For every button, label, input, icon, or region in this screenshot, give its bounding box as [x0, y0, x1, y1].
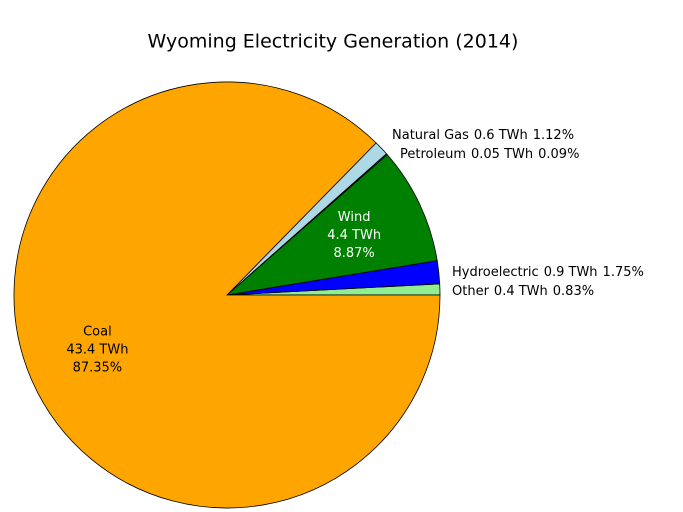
- chart-title: Wyoming Electricity Generation (2014): [148, 31, 519, 53]
- slice-label: Wind 4.4 TWh 8.87%: [327, 210, 381, 261]
- slice-generation: 0.9 TWh: [544, 265, 598, 280]
- slice-label: Other 0.4 TWh 0.83%: [452, 284, 594, 299]
- slice-name: Other: [452, 284, 490, 299]
- slice-label: Petroleum 0.05 TWh 0.09%: [400, 147, 579, 162]
- slice-generation: 0.6 TWh: [474, 128, 528, 143]
- pie-slice: [225, 154, 438, 296]
- slice-name: Petroleum: [400, 147, 466, 162]
- slice-percent: 1.75%: [603, 265, 644, 280]
- slice-generation: 0.05 TWh: [471, 147, 533, 162]
- slice-generation: 4.4 TWh: [327, 228, 381, 243]
- slice-name: Natural Gas: [392, 128, 469, 143]
- slice-percent: 8.87%: [333, 246, 374, 261]
- pie-slice: [13, 81, 441, 509]
- slice-name: Wind: [338, 210, 371, 225]
- slice-label: Coal 43.4 TWh 87.35%: [66, 324, 128, 375]
- slice-percent: 87.35%: [73, 360, 123, 375]
- slice-label: Hydroelectric 0.9 TWh 1.75%: [452, 265, 644, 280]
- slice-percent: 0.09%: [538, 147, 579, 162]
- slice-percent: 1.12%: [533, 128, 574, 143]
- slice-percent: 0.83%: [553, 284, 594, 299]
- slice-generation: 43.4 TWh: [66, 342, 128, 357]
- slice-name: Hydroelectric: [452, 265, 539, 280]
- slice-name: Coal: [83, 324, 112, 339]
- slice-label: Natural Gas 0.6 TWh 1.12%: [392, 128, 574, 143]
- slice-generation: 0.4 TWh: [494, 284, 548, 299]
